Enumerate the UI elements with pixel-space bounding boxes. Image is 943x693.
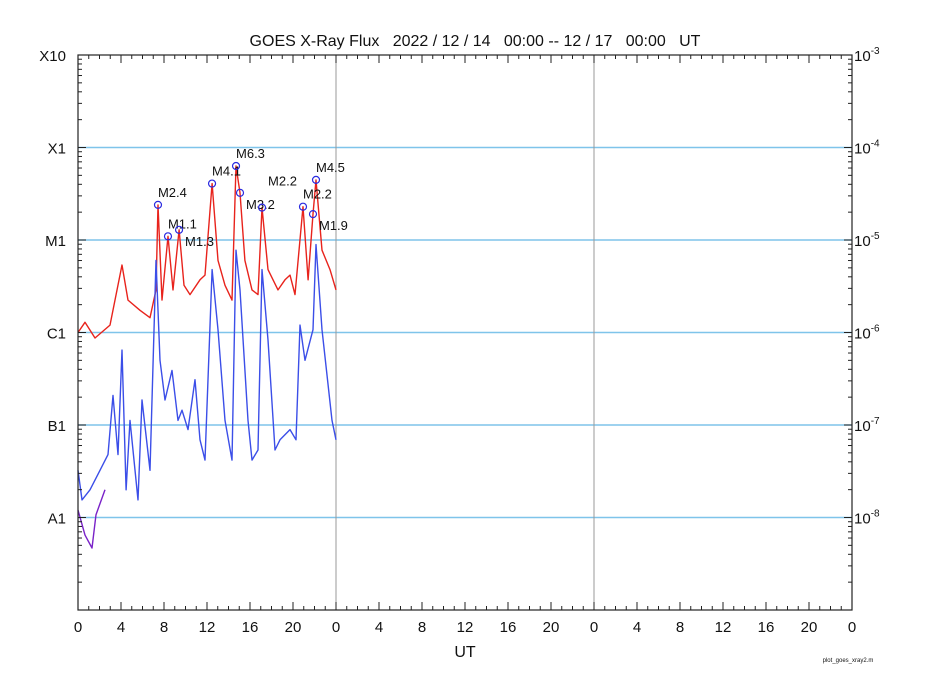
- x-tick-label: 16: [758, 619, 775, 636]
- left-axis-label: M1: [45, 233, 66, 250]
- right-axis-label-base: 10: [854, 48, 871, 65]
- right-axis-label-exponent: -7: [871, 416, 880, 427]
- right-axis-label: 10-4: [854, 139, 880, 158]
- flare-label: M6.3: [236, 146, 265, 161]
- x-tick-label: 4: [375, 619, 383, 636]
- x-tick-label: 4: [633, 619, 641, 636]
- right-axis-label: 10-5: [854, 231, 880, 250]
- right-axis-label-base: 10: [854, 141, 871, 158]
- right-axis-label-exponent: -4: [871, 139, 880, 150]
- x-tick-label: 20: [543, 619, 560, 636]
- x-tick-label: 8: [418, 619, 426, 636]
- left-axis-label: B1: [48, 418, 66, 435]
- flare-label: M4.5: [316, 160, 345, 175]
- flare-marker: [311, 175, 321, 184]
- flare-label: M2.2: [268, 174, 297, 189]
- flare-marker: [298, 202, 308, 211]
- right-axis-label: 10-6: [854, 324, 880, 343]
- right-axis-label-base: 10: [854, 326, 871, 343]
- flare-marker: [207, 179, 217, 188]
- left-axis-label: X10: [39, 48, 66, 65]
- x-tick-label: 12: [457, 619, 474, 636]
- x-tick-label: 20: [285, 619, 302, 636]
- series-line-short: [77, 243, 337, 501]
- right-axis-label-exponent: -3: [871, 46, 880, 57]
- right-axis-label-base: 10: [854, 418, 871, 435]
- x-tick-label: 4: [117, 619, 125, 636]
- flare-marker: [308, 210, 318, 219]
- footnote: plot_goes_xray2.m: [823, 658, 874, 664]
- flare-marker: [163, 232, 173, 241]
- flare-label: M2.4: [158, 185, 187, 200]
- x-tick-label: 8: [676, 619, 684, 636]
- right-axis-label-base: 10: [854, 511, 871, 528]
- right-axis-label-exponent: -5: [871, 231, 880, 242]
- series-line-long: [77, 165, 337, 339]
- series-line-short_alt: [77, 489, 106, 549]
- flare-label: M1.9: [319, 218, 348, 233]
- right-axis-label: 10-8: [854, 509, 880, 528]
- flare-marker: [235, 188, 245, 197]
- x-tick-label: 0: [332, 619, 340, 636]
- left-axis-label: A1: [48, 511, 66, 528]
- flare-label: M1.1: [168, 216, 197, 231]
- right-axis-label-exponent: -8: [871, 509, 880, 520]
- flare-label: M2.2: [303, 187, 332, 202]
- flare-marker: [153, 200, 163, 209]
- right-axis-label: 10-3: [854, 46, 880, 65]
- right-axis-label: 10-7: [854, 416, 880, 435]
- left-axis-label: C1: [47, 326, 66, 343]
- flare-label: M1.3: [185, 234, 214, 249]
- x-tick-label: 12: [715, 619, 732, 636]
- flare-label: M4.1: [212, 164, 241, 179]
- x-tick-label: 0: [74, 619, 82, 636]
- x-tick-label: 16: [500, 619, 517, 636]
- x-tick-label: 16: [242, 619, 259, 636]
- x-tick-label: 0: [590, 619, 598, 636]
- x-tick-label: 0: [848, 619, 856, 636]
- x-axis-label: UT: [454, 644, 476, 661]
- x-tick-label: 20: [801, 619, 818, 636]
- x-tick-label: 8: [160, 619, 168, 636]
- right-axis-label-exponent: -6: [871, 324, 880, 335]
- right-axis-label-base: 10: [854, 233, 871, 250]
- left-axis-label: X1: [48, 141, 66, 158]
- x-tick-label: 12: [199, 619, 216, 636]
- flare-marker: [231, 161, 241, 171]
- flare-marker: [257, 203, 267, 212]
- flare-marker: [174, 225, 184, 234]
- chart-title: GOES X-Ray Flux 2022 / 12 / 14 00:00 -- …: [250, 33, 701, 50]
